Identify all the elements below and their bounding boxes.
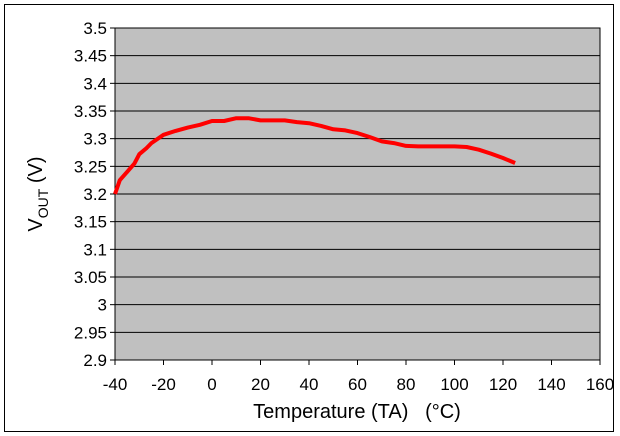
y-tick-label: 3.05 [74,268,107,287]
x-tick-label: 80 [397,375,416,394]
x-tick-label: 20 [251,375,270,394]
y-tick-label: 2.9 [83,351,107,370]
x-tick-label: 40 [300,375,319,394]
y-tick-label: 3.4 [83,74,107,93]
x-tick-label: 100 [440,375,468,394]
y-tick-label: 3.25 [74,157,107,176]
y-axis-title-subscript: OUT [35,188,51,218]
x-tick-label: 160 [586,375,614,394]
y-tick-label: 3 [98,296,107,315]
y-tick-label: 3.35 [74,102,107,121]
x-tick-label: 0 [207,375,216,394]
series-line [113,116,516,195]
y-tick-label: 3.1 [83,240,107,259]
y-tick-label: 3.15 [74,213,107,232]
y-tick-label: 3.2 [83,185,107,204]
x-tick-label: -20 [151,375,176,394]
y-axis-title: VOUT (V) [25,156,51,231]
x-tick-label: 140 [537,375,565,394]
y-axis-title-main: V [25,218,47,232]
x-axis-title: Temperature (TA) (°C) [253,401,461,423]
x-tick-label: -40 [103,375,128,394]
y-tick-label: 2.95 [74,323,107,342]
series-layer [113,116,516,195]
x-tick-label: 60 [348,375,367,394]
x-axis-ticks: -40 -20 0 20 40 60 80 100 120 140 160 [103,360,614,394]
y-axis-ticks: 2.9 2.95 3 3.05 3.1 3.15 3.2 3.25 3.3 3.35 3.4 3.45… [74,19,115,370]
y-tick-label: 3.5 [83,19,107,38]
x-tick-label: 120 [489,375,517,394]
y-axis-title-unit: (V) [25,156,47,188]
y-tick-label: 3.3 [83,130,107,149]
y-tick-label: 3.45 [74,47,107,66]
grid-lines [115,55,600,333]
